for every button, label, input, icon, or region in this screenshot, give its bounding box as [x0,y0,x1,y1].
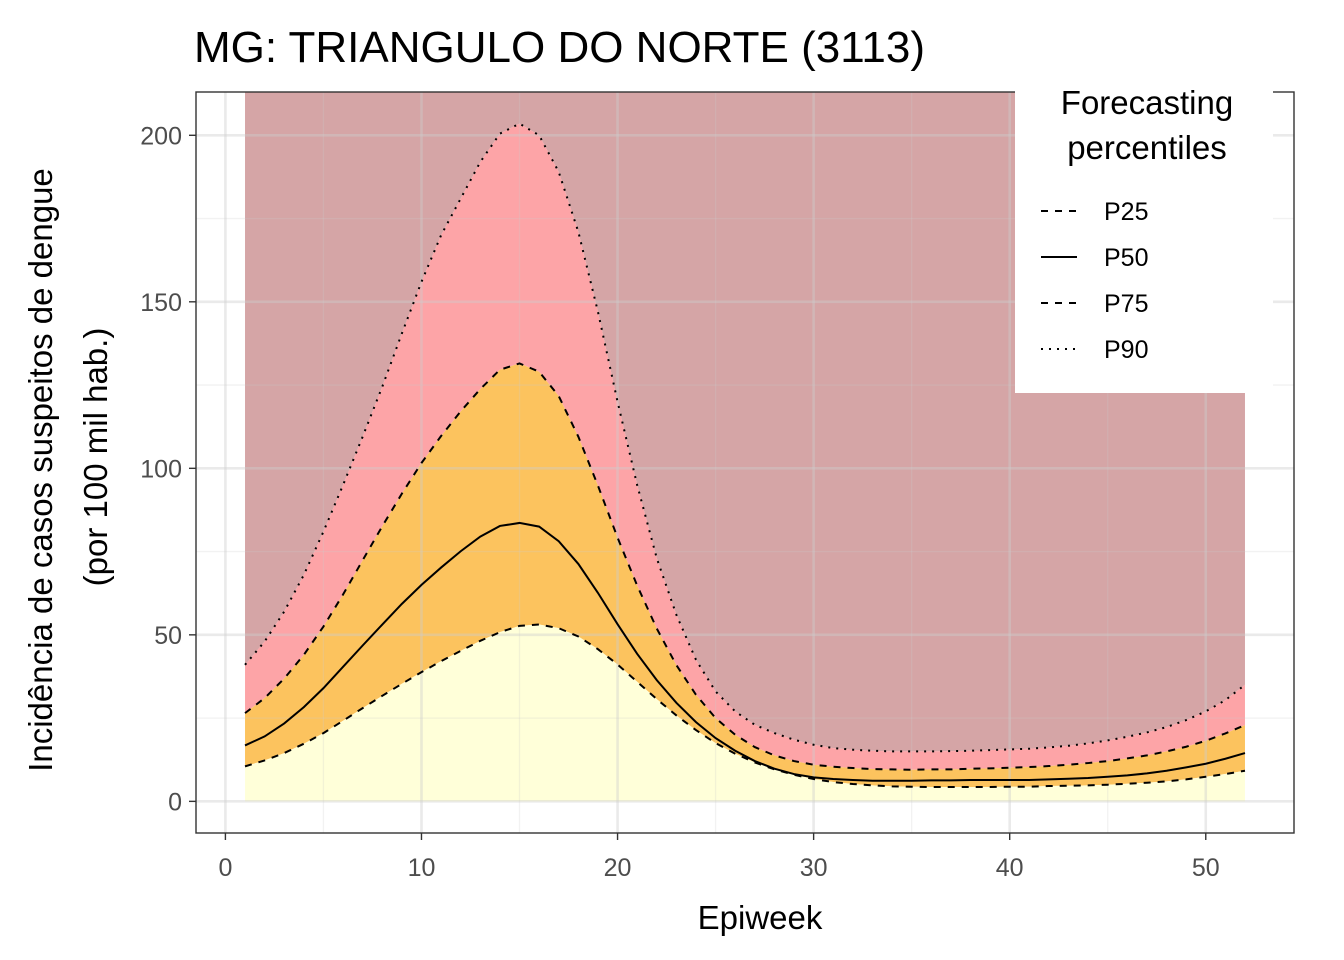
x-tick-label: 20 [604,854,632,882]
band-p75-p90 [245,123,1245,770]
y-tick-label: 50 [154,622,182,650]
panel-border [195,91,1295,834]
x-tick-label: 40 [996,854,1024,882]
line-p50 [244,521,1246,782]
legend-label-p75: P75 [1104,290,1148,318]
grid-lines [196,92,1294,833]
line-p25 [244,623,1246,789]
x-tick-label: 0 [218,854,232,882]
percentile-bands [245,92,1245,802]
legend-title-line1: Forecasting [1061,84,1233,121]
y-tick-label: 0 [168,788,182,816]
y-axis-title-line1: Incidência de casos suspeitos de dengue [22,168,59,772]
x-axis-title: Epiweek [698,899,823,936]
x-axis-ticks: 0 10 20 30 40 50 [218,833,1220,882]
y-tick-label: 100 [140,455,182,483]
line-p75 [244,362,1246,771]
y-axis-title-line2: (por 100 mil hab.) [77,328,114,587]
x-tick-label: 10 [408,854,436,882]
percentile-lines [244,122,1246,789]
legend-background [1015,85,1273,393]
legend-label-p90: P90 [1104,336,1148,364]
legend-title-line2: percentiles [1067,129,1227,166]
band-p25-p75 [245,363,1245,788]
legend: Forecasting percentiles P25 P50 P75 P90 [1015,84,1273,393]
legend-items: P25 P50 P75 P90 [1041,198,1148,364]
band-below-p25 [245,624,1245,802]
legend-label-p50: P50 [1104,244,1148,272]
x-tick-label: 50 [1192,854,1220,882]
x-tick-label: 30 [800,854,828,882]
legend-label-p25: P25 [1104,198,1148,226]
y-tick-label: 150 [140,289,182,317]
y-axis-ticks: 0 50 100 150 200 [140,122,196,816]
band-above-p90 [245,92,1245,752]
chart-title: MG: TRIANGULO DO NORTE (3113) [194,23,925,72]
y-tick-label: 200 [140,122,182,150]
